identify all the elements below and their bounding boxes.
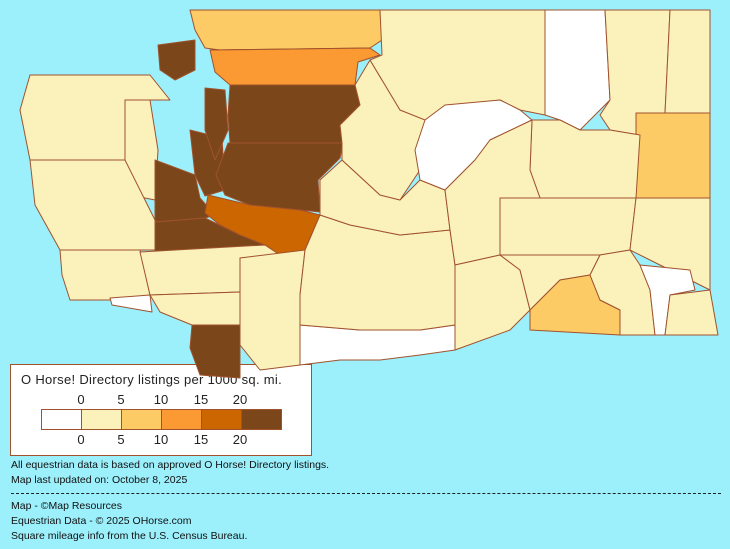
- legend-color-bar: [41, 409, 282, 430]
- legend-tick-bottom: 0: [77, 432, 85, 447]
- legend-swatch: [242, 410, 281, 429]
- county-whatcom[interactable]: [189, 9, 383, 51]
- map-credit: Map - ©Map Resources: [11, 500, 123, 512]
- legend-tick-top: 5: [117, 392, 125, 407]
- county-asotin[interactable]: [664, 289, 719, 336]
- data-basis-note: All equestrian data is based on approved…: [11, 459, 330, 471]
- legend-swatch: [82, 410, 122, 429]
- legend-tick-top: 10: [153, 392, 169, 407]
- legend-swatch: [122, 410, 162, 429]
- county-cowlitz[interactable]: [149, 291, 241, 326]
- legend-tick-top: 15: [193, 392, 209, 407]
- legend-tick-bottom: 10: [153, 432, 169, 447]
- legend-tick-bottom: 5: [117, 432, 125, 447]
- county-san-juan[interactable]: [157, 39, 196, 81]
- legend-swatch: [162, 410, 202, 429]
- census-credit: Square mileage info from the U.S. Census…: [11, 530, 248, 542]
- county-klickitat[interactable]: [299, 324, 456, 366]
- legend-tick-bottom: 15: [193, 432, 209, 447]
- county-skamania[interactable]: [239, 249, 306, 371]
- county-spokane[interactable]: [635, 112, 711, 199]
- county-island[interactable]: [204, 87, 229, 161]
- county-adams[interactable]: [499, 197, 637, 256]
- county-pacific[interactable]: [59, 249, 151, 301]
- last-updated-note: Map last updated on: October 8, 2025: [11, 474, 188, 486]
- county-snohomish[interactable]: [227, 84, 361, 144]
- county-ferry[interactable]: [544, 9, 611, 131]
- divider: [11, 493, 721, 494]
- legend-tick-top: 0: [77, 392, 85, 407]
- county-wahkiakum[interactable]: [109, 294, 153, 313]
- county-columbia[interactable]: [589, 249, 656, 336]
- legend-swatch: [42, 410, 82, 429]
- county-clark[interactable]: [189, 324, 241, 379]
- legend-swatch: [202, 410, 242, 429]
- data-credit: Equestrian Data - © 2025 OHorse.com: [11, 515, 192, 527]
- legend-tick-bottom: 20: [232, 432, 248, 447]
- county-pend-oreille[interactable]: [664, 9, 711, 114]
- legend-tick-top: 20: [232, 392, 248, 407]
- county-skagit[interactable]: [209, 47, 381, 86]
